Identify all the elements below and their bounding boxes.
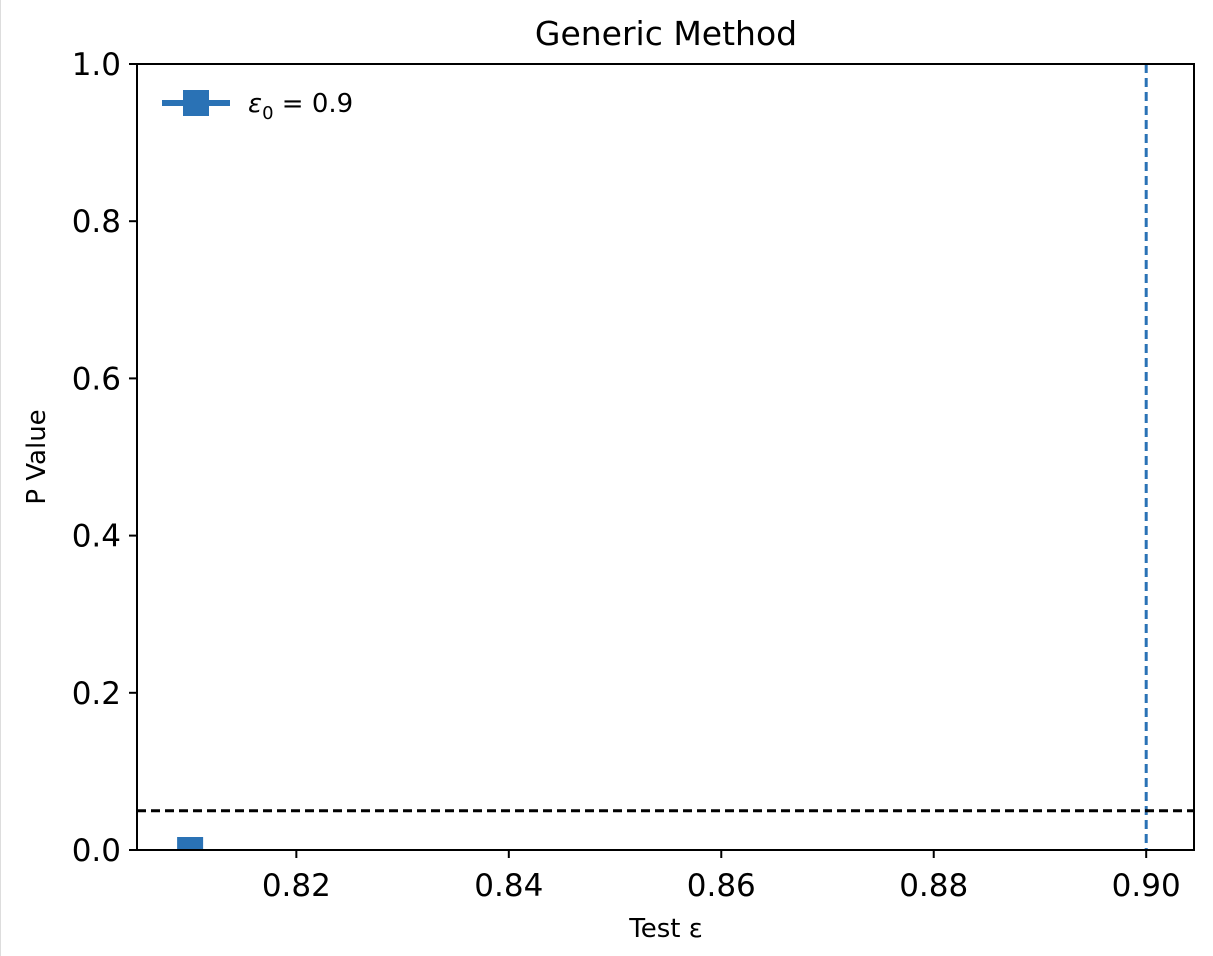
- legend-marker-swatch: [183, 90, 209, 116]
- axis-clip-mask: [136, 851, 1195, 911]
- legend-entry: ε0 = 0.9: [248, 89, 353, 124]
- chart-title: Generic Method: [535, 14, 797, 53]
- legend: ε0 = 0.9: [162, 89, 353, 124]
- y-tick-label: 0.2: [72, 676, 121, 712]
- legend-entry-value: = 0.9: [274, 89, 354, 119]
- y-tick-label: 0.0: [72, 833, 121, 869]
- x-axis-label: Test ε: [628, 914, 703, 944]
- x-tick-label: 0.84: [474, 868, 543, 904]
- plot-area: [136, 64, 1195, 911]
- plot-frame: [136, 63, 1195, 851]
- x-tick-label: 0.88: [899, 868, 968, 904]
- y-tick-label: 1.0: [72, 47, 121, 83]
- axis-ticks: 0.82 0.84 0.86 0.88 0.90 0.0 0.2 0.4 0.6 0.8 1.0: [72, 47, 1181, 904]
- x-tick-label: 0.82: [262, 868, 331, 904]
- x-tick-label: 0.86: [687, 868, 756, 904]
- y-tick-label: 0.8: [72, 204, 121, 240]
- x-tick-label: 0.90: [1112, 868, 1181, 904]
- left-edge-divider: [0, 0, 1, 956]
- legend-entry-subscript: 0: [262, 103, 273, 124]
- y-tick-label: 0.4: [72, 519, 121, 555]
- y-tick-label: 0.6: [72, 361, 121, 397]
- y-axis-label: P Value: [22, 409, 52, 504]
- legend-entry-symbol: ε: [248, 89, 262, 119]
